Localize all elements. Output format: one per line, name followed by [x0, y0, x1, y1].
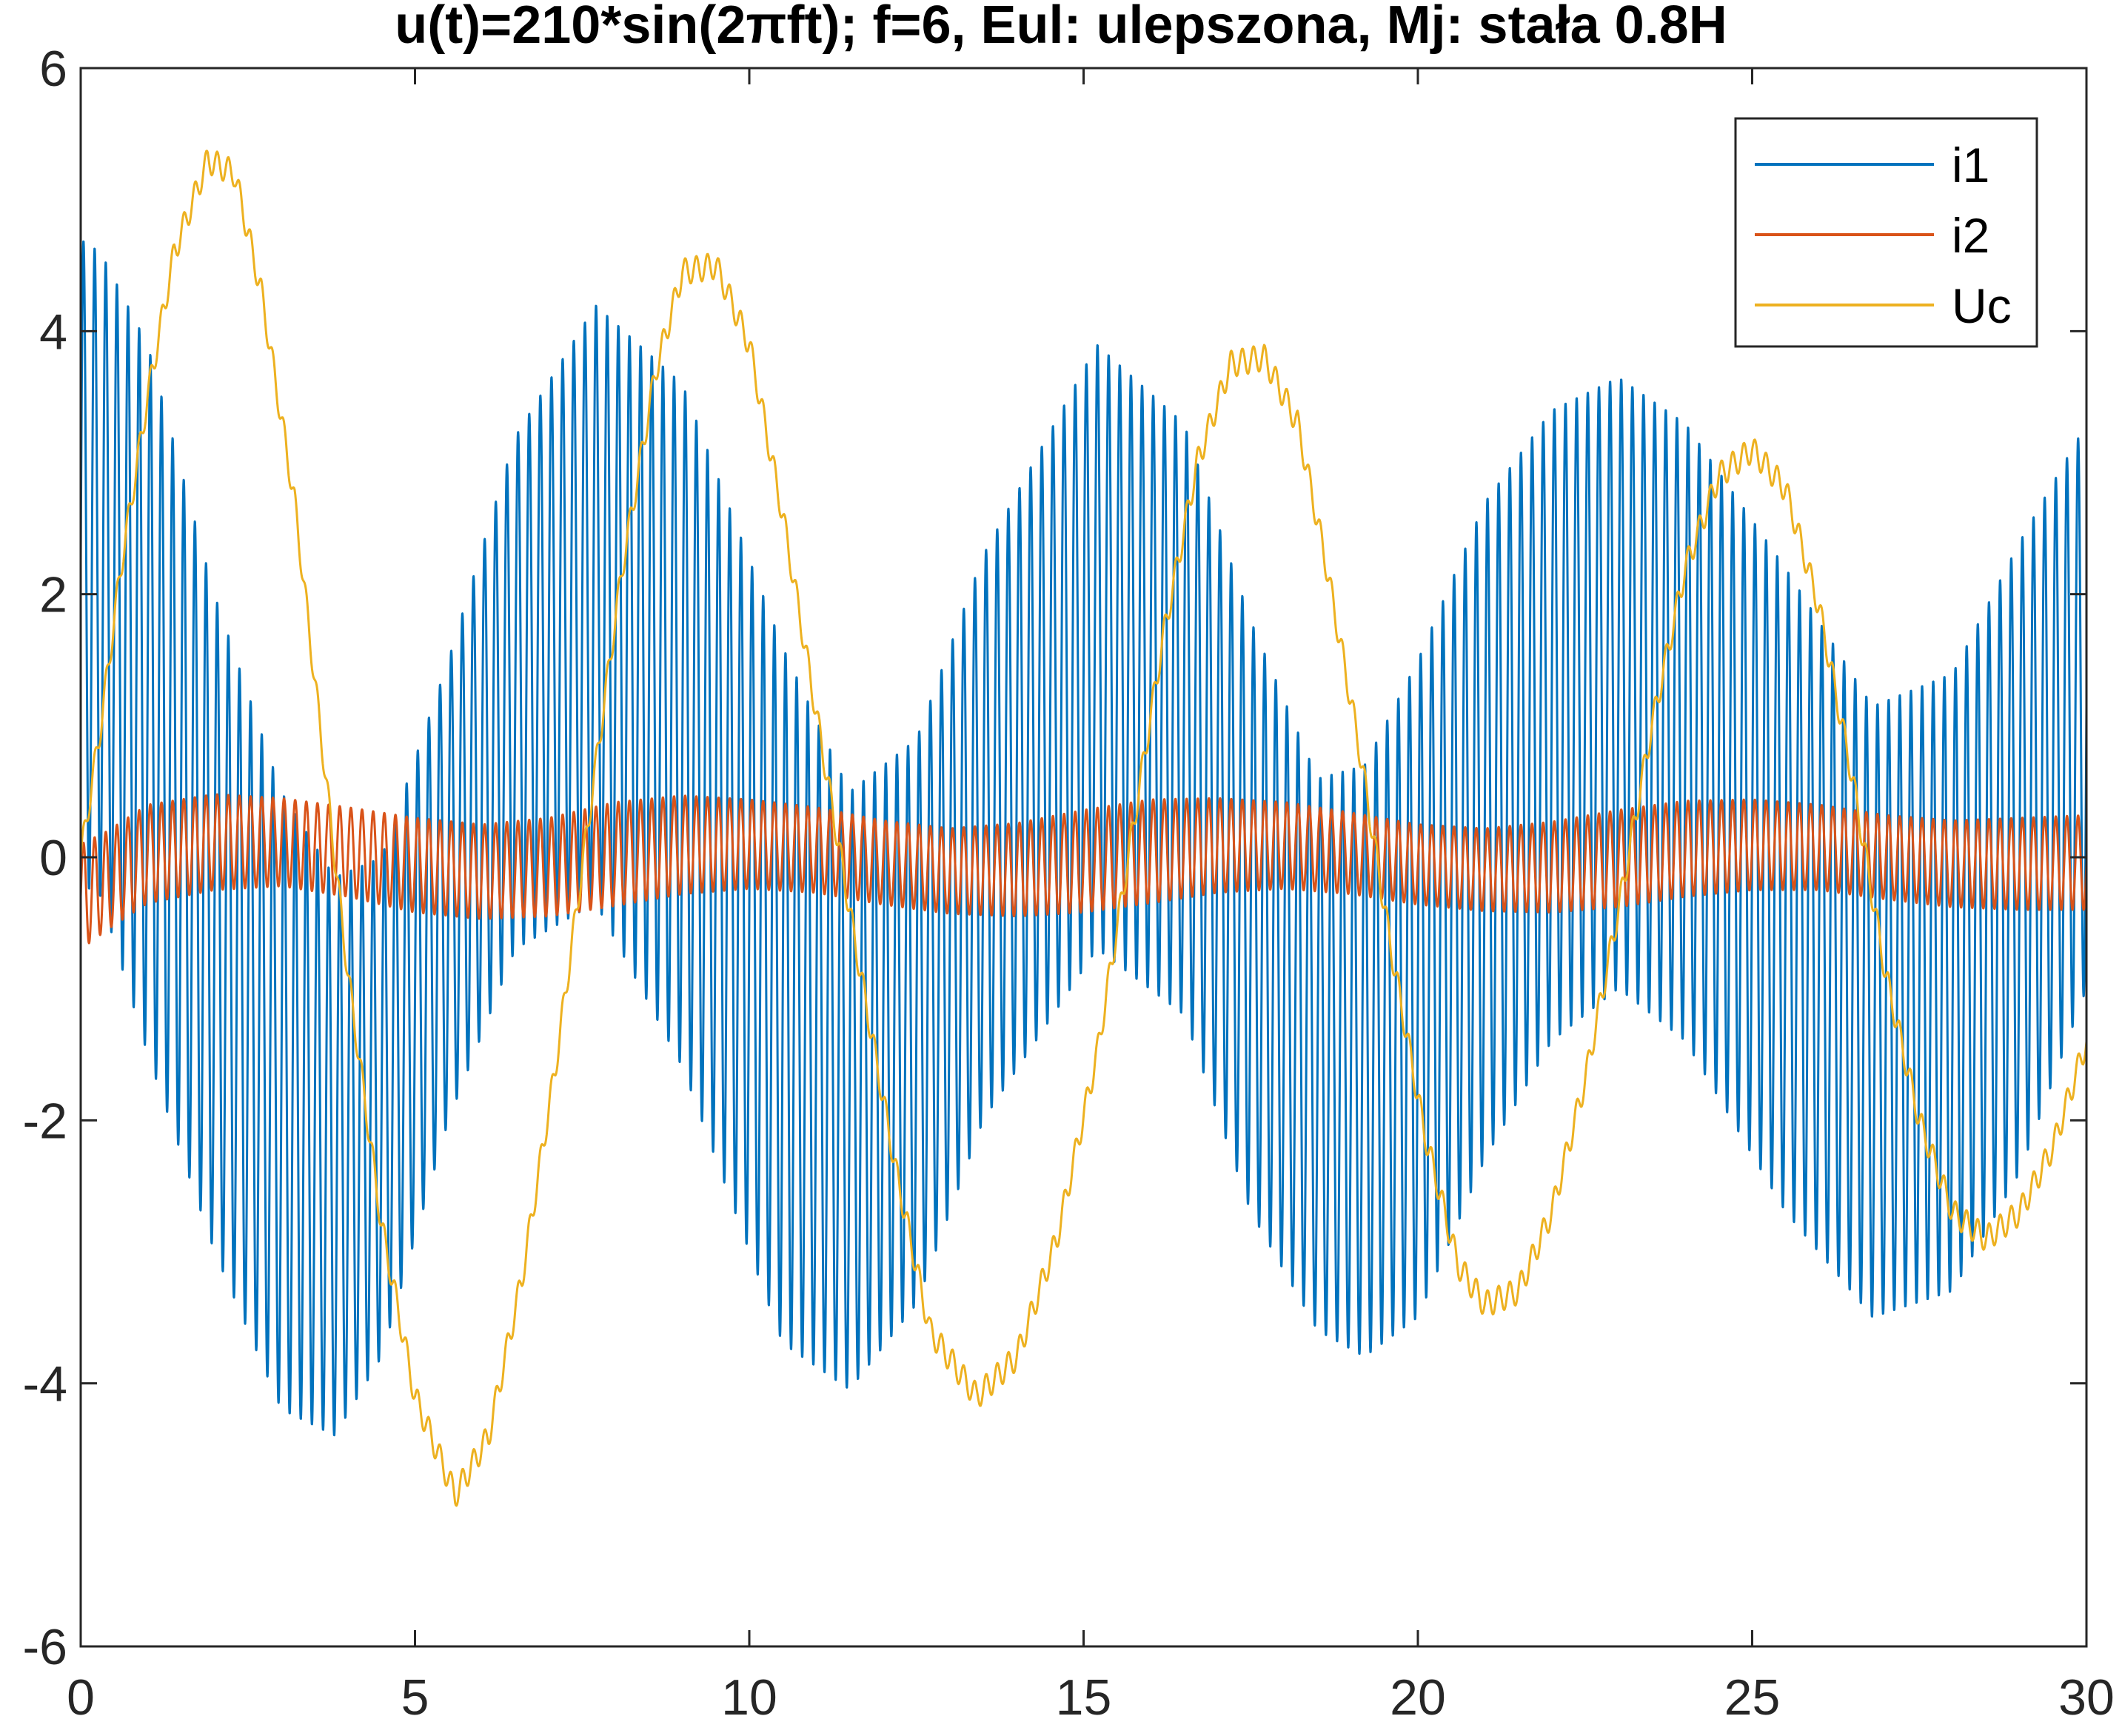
legend-box	[1734, 117, 2038, 348]
y-tick-label: -4	[23, 1356, 67, 1412]
y-tick-label: 2	[39, 567, 67, 623]
legend-label-i1: i1	[1952, 138, 1989, 192]
series-layer	[79, 150, 2088, 1507]
x-tick-label: 25	[1724, 1669, 1781, 1726]
x-tick-label: 10	[721, 1669, 777, 1726]
y-tick-label: 4	[39, 304, 67, 360]
legend-label-uc: Uc	[1952, 278, 2012, 333]
chart-title: u(t)=210*sin(2πft); f=6, Eul: ulepszona,…	[395, 0, 1727, 55]
y-tick-label: 6	[39, 41, 67, 97]
legend-label-i2: i2	[1952, 208, 1989, 263]
series-line-uc	[79, 150, 2088, 1507]
x-tick-label: 0	[67, 1669, 95, 1726]
y-tick-label: 0	[39, 830, 67, 886]
series-line-i2	[79, 793, 2088, 945]
y-tick-label: -6	[23, 1619, 67, 1675]
legend: i1 i2 Uc	[1734, 117, 2038, 348]
x-tick-label: 15	[1056, 1669, 1112, 1726]
x-tick-label: 5	[401, 1669, 429, 1726]
y-tick-label: -2	[23, 1093, 67, 1149]
x-tick-label: 20	[1390, 1669, 1446, 1726]
axes-layer: 0 5 10 15 20 25 30 -6 -4 -2 0 2 4 6	[23, 41, 2115, 1726]
x-tick-label: 30	[2058, 1669, 2115, 1726]
